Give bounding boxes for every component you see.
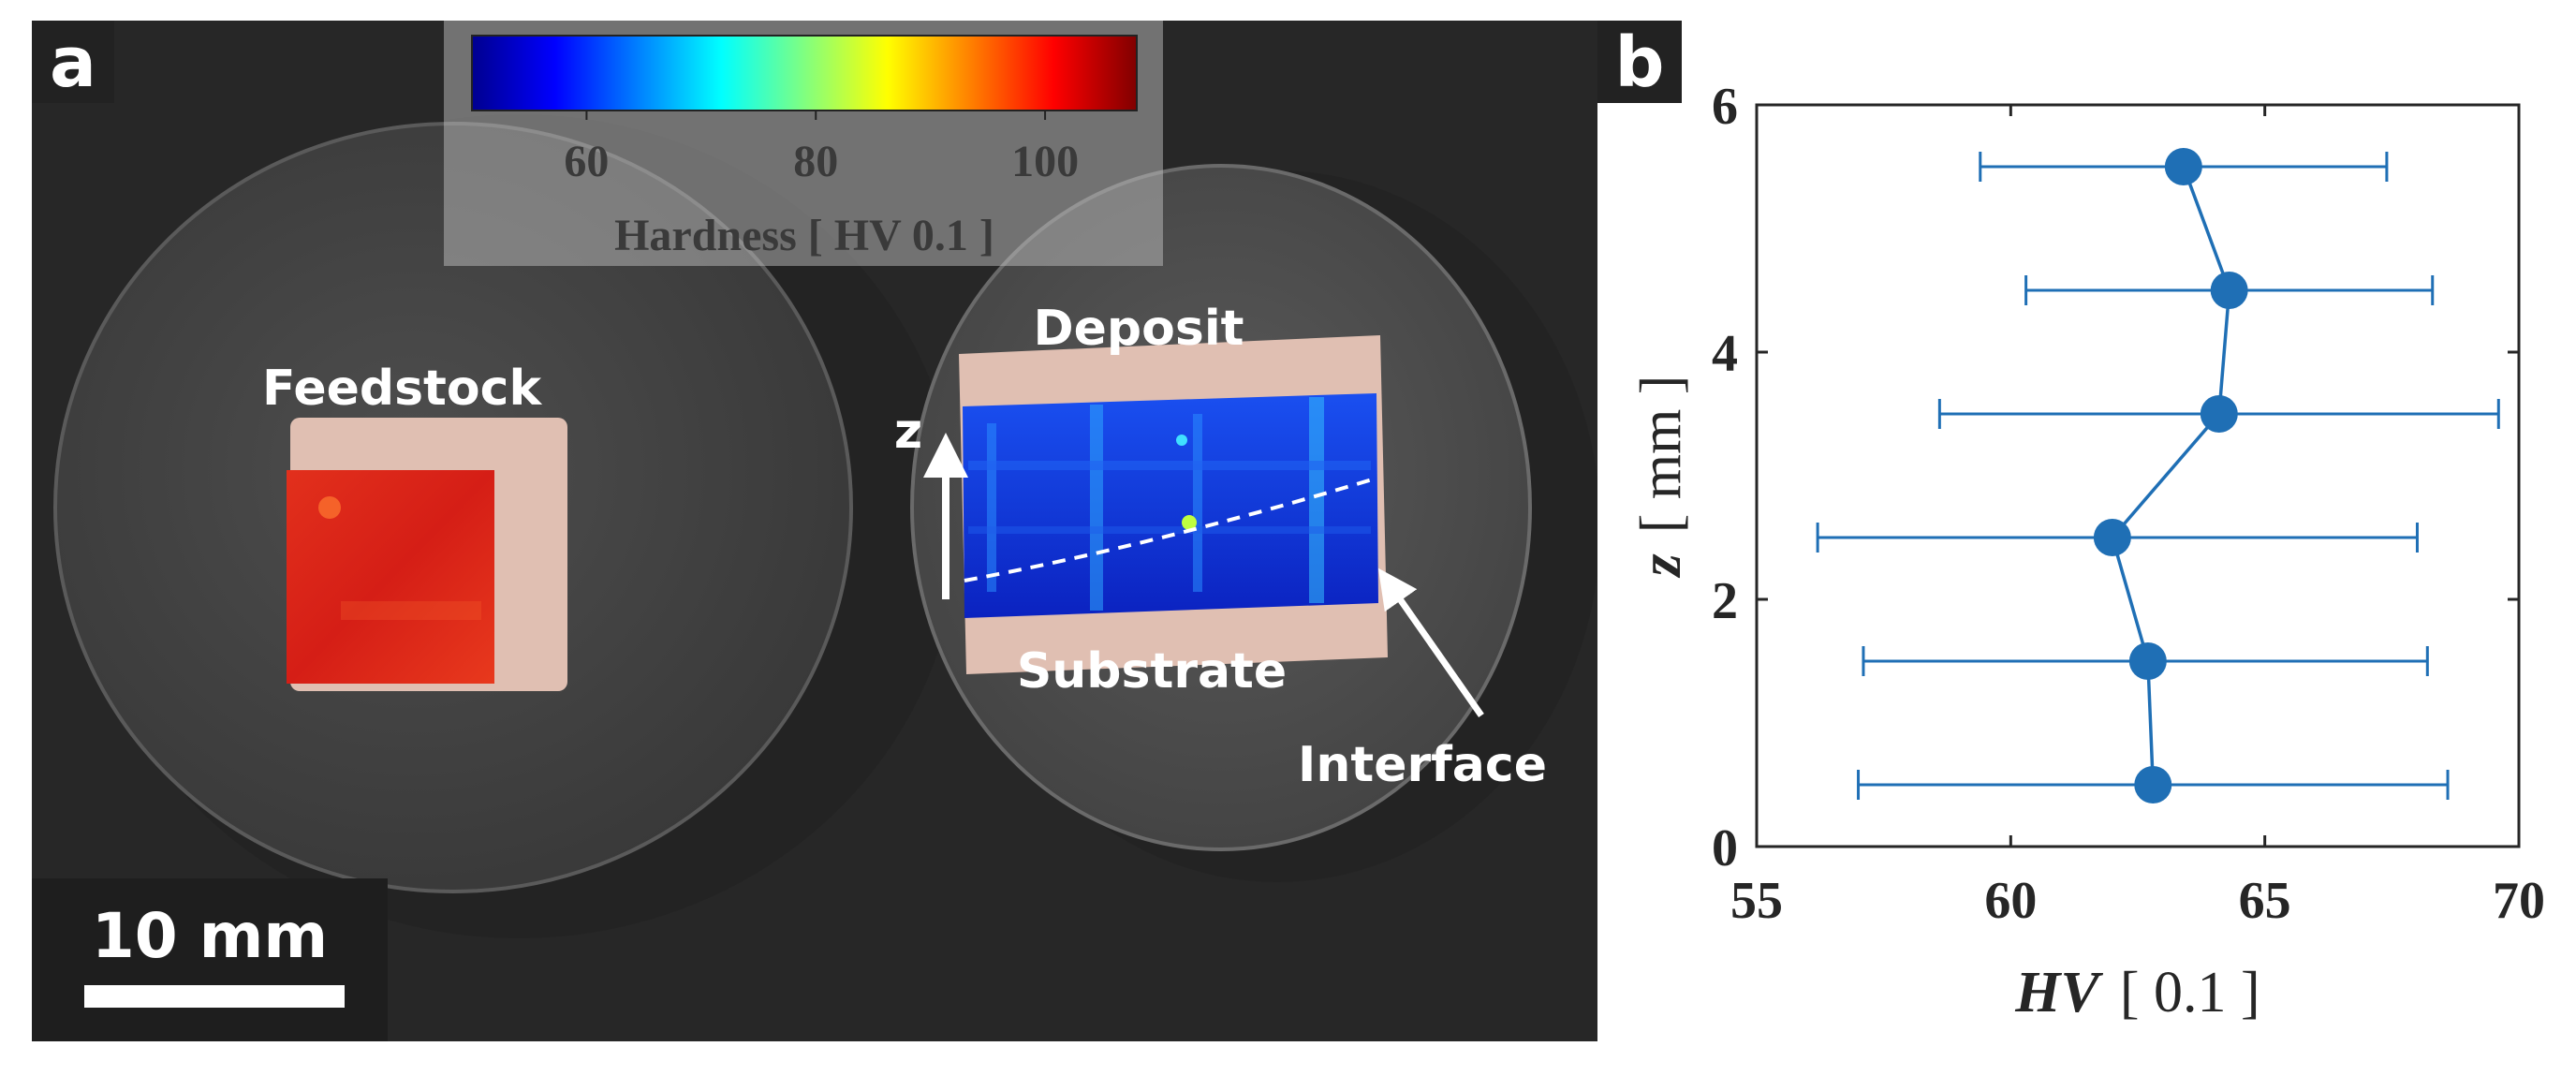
hardness-hotspot (1182, 515, 1197, 530)
y-tick-label: 6 (1712, 78, 1738, 136)
scalebar (84, 985, 345, 1008)
feedstock-hardness-map (287, 470, 494, 684)
interface-pointer-arrow (1377, 567, 1484, 718)
data-point (2093, 519, 2131, 556)
y-tick-label: 2 (1712, 572, 1738, 630)
x-tick-label: 65 (2239, 872, 2291, 930)
y-tick-label: 4 (1712, 325, 1738, 383)
z-axis-label: z (894, 404, 922, 460)
deposit-hardness-map (963, 393, 1378, 618)
photo-svg: 60 80 100 Hardness [ HV 0.1 ] a Feedstock … (32, 21, 1597, 1041)
chart-panel: b 55 60 65 70 0 2 4 6 HV [ 0.1 ] z [ mm ] (1597, 0, 2576, 1071)
x-axis-title-var: HV (2014, 961, 2103, 1024)
y-axis-title: z [ mm ] (1629, 376, 1693, 579)
colorbar-tick-label: 60 (564, 137, 609, 186)
series-line (2110, 166, 2231, 786)
x-axis-title-unit: [ 0.1 ] (2120, 961, 2260, 1024)
data-points (2093, 148, 2248, 803)
panel-b-label: b (1615, 22, 1665, 103)
data-point (2210, 272, 2248, 309)
panel-a-label: a (50, 22, 96, 103)
data-point (2164, 148, 2202, 185)
x-axis-title: HV [ 0.1 ] (2014, 961, 2260, 1024)
colorbar-tick-label: 80 (793, 137, 838, 186)
panel-a-label-box (32, 21, 114, 103)
hardness-profile-chart: b 55 60 65 70 0 2 4 6 HV [ 0.1 ] z [ mm ] (1597, 21, 2545, 1024)
data-point (2134, 766, 2172, 803)
interface-line (964, 476, 1379, 582)
feedstock-label: Feedstock (262, 361, 543, 417)
photo-panel: 60 80 100 Hardness [ HV 0.1 ] a Feedstock … (32, 21, 1597, 1041)
interface-label: Interface (1298, 737, 1547, 793)
colorbar-gradient (471, 35, 1138, 111)
x-tick-label: 60 (1984, 872, 2037, 930)
colorbar: 60 80 100 Hardness [ HV 0.1 ] (471, 35, 1138, 260)
scalebar-label: 10 mm (92, 900, 328, 972)
axis-ticks: 55 60 65 70 0 2 4 6 (1712, 78, 2545, 930)
y-axis-title-unit: [ mm ] (1629, 376, 1693, 534)
plot-area (1755, 103, 2521, 848)
substrate-label: Substrate (1017, 643, 1287, 700)
x-tick-label: 70 (2493, 872, 2545, 930)
x-tick-label: 55 (1730, 872, 1783, 930)
error-bars (1816, 152, 2500, 800)
colorbar-label: Hardness [ HV 0.1 ] (614, 211, 994, 260)
data-point (2200, 395, 2238, 433)
colorbar-tick-label: 100 (1011, 137, 1079, 186)
scalebar-box (32, 878, 388, 1041)
deposit-label: Deposit (1033, 301, 1244, 357)
data-point (2128, 642, 2167, 680)
y-tick-label: 0 (1712, 819, 1738, 877)
y-axis-title-var: z (1629, 553, 1693, 578)
hardness-streaks (968, 397, 1371, 611)
panel-b-label-box (1597, 21, 1682, 103)
